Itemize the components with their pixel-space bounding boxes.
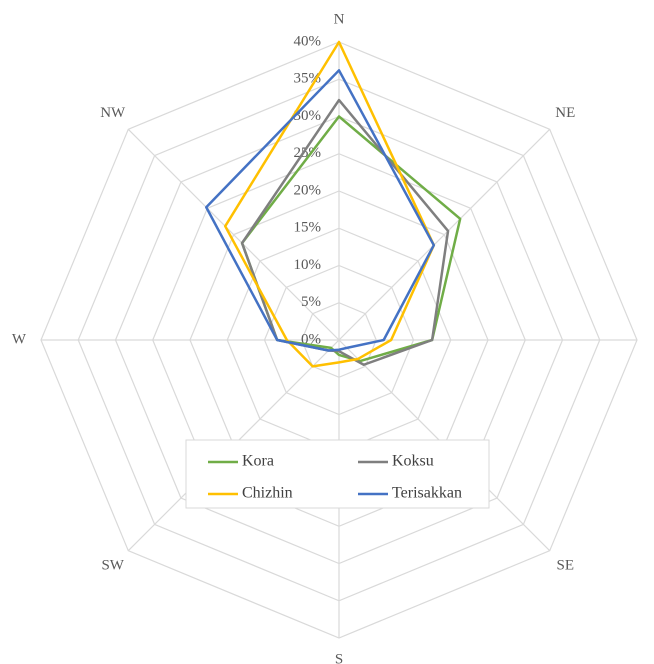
legend-box bbox=[185, 439, 490, 509]
category-label: S bbox=[335, 651, 343, 664]
y-tick-label: 10% bbox=[294, 257, 322, 273]
series-line bbox=[204, 69, 436, 352]
category-label: W bbox=[12, 331, 27, 347]
y-tick-label: 40% bbox=[294, 33, 322, 49]
category-label: N bbox=[334, 11, 345, 27]
y-tick-label: 15% bbox=[294, 220, 322, 236]
series-line bbox=[240, 98, 450, 367]
legend-label: Kora bbox=[242, 453, 274, 470]
category-label: NE bbox=[555, 105, 575, 121]
legend-label: Terisakkan bbox=[392, 485, 462, 502]
category-label: SE bbox=[557, 558, 575, 574]
spoke bbox=[338, 128, 551, 341]
category-label: SW bbox=[101, 558, 124, 574]
y-tick-label: 20% bbox=[294, 182, 322, 198]
category-label: NW bbox=[100, 105, 126, 121]
series-line bbox=[223, 40, 436, 368]
legend-label: Chizhin bbox=[242, 485, 293, 502]
spoke bbox=[127, 128, 340, 341]
y-tick-label: 5% bbox=[301, 294, 321, 310]
legend-label: Koksu bbox=[392, 453, 434, 470]
